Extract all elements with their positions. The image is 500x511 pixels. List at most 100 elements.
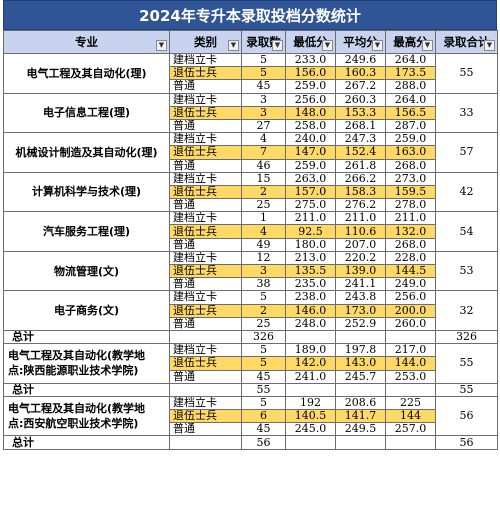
major-cell[interactable]: 电气工程及其自动化(教学地 点:西安航空职业技术学院) [3,395,170,437]
min-score-cell[interactable]: 157.0 [285,184,336,200]
max-score-cell[interactable]: 132.0 [385,224,436,239]
avg-score-cell[interactable]: 267.2 [335,79,386,94]
filter-dropdown-icon[interactable]: ▼ [372,40,383,51]
filter-dropdown-icon[interactable]: ▼ [272,40,283,51]
header-category[interactable]: 类别 ▼ [169,30,242,54]
filter-dropdown-icon[interactable]: ▼ [484,40,495,51]
max-score-cell[interactable]: 163.0 [385,145,436,160]
category-cell[interactable]: 普通 [169,79,242,94]
min-score-cell[interactable]: 241.0 [285,369,336,384]
count-cell[interactable]: 27 [241,118,286,134]
empty-cell[interactable] [285,435,336,450]
category-cell[interactable]: 普通 [169,316,242,331]
category-cell[interactable]: 退伍士兵 [169,356,242,371]
max-score-cell[interactable]: 200.0 [385,303,436,318]
category-cell[interactable]: 普通 [169,118,242,134]
avg-score-cell[interactable]: 160.3 [335,66,386,81]
category-cell[interactable]: 普通 [169,198,242,213]
grand-total-cell[interactable]: 55 [435,382,498,397]
max-score-cell[interactable]: 211.0 [385,211,436,226]
category-cell[interactable]: 建档立卡 [169,343,242,358]
header-count[interactable]: 录取数 ▼ [241,30,286,54]
max-score-cell[interactable]: 256.0 [385,290,436,305]
empty-cell[interactable] [385,435,436,450]
min-score-cell[interactable]: 259.0 [285,158,336,173]
category-cell[interactable]: 建档立卡 [169,250,242,266]
count-cell[interactable]: 49 [241,237,286,252]
category-cell[interactable]: 建档立卡 [169,211,242,226]
count-cell[interactable]: 5 [241,395,286,411]
empty-cell[interactable] [385,382,436,397]
empty-cell[interactable] [335,329,386,345]
count-cell[interactable]: 3 [241,92,286,107]
min-score-cell[interactable]: 233.0 [285,52,336,68]
avg-score-cell[interactable]: 276.2 [335,198,386,213]
total-label-cell[interactable]: 总计 [3,435,170,450]
avg-score-cell[interactable]: 152.4 [335,145,386,160]
count-cell[interactable]: 4 [241,132,286,147]
major-cell[interactable]: 电子信息工程(理) [3,92,170,134]
empty-cell[interactable] [285,329,336,345]
total-count-cell[interactable]: 326 [241,329,286,345]
total-cell[interactable]: 57 [435,132,498,173]
category-cell[interactable]: 建档立卡 [169,171,242,186]
avg-score-cell[interactable]: 173.0 [335,303,386,318]
count-cell[interactable]: 46 [241,158,286,173]
min-score-cell[interactable]: 258.0 [285,118,336,134]
avg-score-cell[interactable]: 220.2 [335,250,386,266]
max-score-cell[interactable]: 287.0 [385,118,436,134]
max-score-cell[interactable]: 249.0 [385,277,436,292]
min-score-cell[interactable]: 275.0 [285,198,336,213]
header-min[interactable]: 最低分 ▼ [285,30,336,54]
major-cell[interactable]: 物流管理(文) [3,250,170,292]
count-cell[interactable]: 3 [241,263,286,279]
min-score-cell[interactable]: 92.5 [285,224,336,239]
major-cell[interactable]: 汽车服务工程(理) [3,211,170,252]
count-cell[interactable]: 45 [241,369,286,384]
min-score-cell[interactable]: 238.0 [285,290,336,305]
category-cell[interactable]: 退伍士兵 [169,263,242,279]
category-cell[interactable]: 退伍士兵 [169,303,242,318]
max-score-cell[interactable]: 253.0 [385,369,436,384]
avg-score-cell[interactable]: 266.2 [335,171,386,186]
category-cell[interactable]: 建档立卡 [169,395,242,411]
max-score-cell[interactable]: 259.0 [385,132,436,147]
count-cell[interactable]: 5 [241,290,286,305]
total-label-cell[interactable]: 总计 [3,329,170,345]
max-score-cell[interactable]: 264.0 [385,92,436,107]
count-cell[interactable]: 45 [241,79,286,94]
count-cell[interactable]: 6 [241,409,286,424]
total-count-cell[interactable]: 56 [241,435,286,450]
min-score-cell[interactable]: 240.0 [285,132,336,147]
total-cell[interactable]: 54 [435,211,498,252]
category-cell[interactable]: 退伍士兵 [169,184,242,200]
count-cell[interactable]: 7 [241,145,286,160]
max-score-cell[interactable]: 156.5 [385,105,436,120]
major-cell[interactable]: 机械设计制造及其自动化(理) [3,132,170,173]
avg-score-cell[interactable]: 260.3 [335,92,386,107]
category-cell[interactable]: 退伍士兵 [169,105,242,120]
total-cell[interactable]: 53 [435,250,498,292]
category-cell[interactable]: 建档立卡 [169,52,242,68]
avg-score-cell[interactable]: 268.1 [335,118,386,134]
category-cell[interactable]: 建档立卡 [169,132,242,147]
filter-dropdown-icon[interactable]: ▼ [322,40,333,51]
filter-dropdown-icon[interactable]: ▼ [156,40,167,51]
filter-dropdown-icon[interactable]: ▼ [422,40,433,51]
min-score-cell[interactable]: 245.0 [285,422,336,437]
count-cell[interactable]: 25 [241,316,286,331]
min-score-cell[interactable]: 259.0 [285,79,336,94]
min-score-cell[interactable]: 189.0 [285,343,336,358]
min-score-cell[interactable]: 142.0 [285,356,336,371]
category-cell[interactable]: 建档立卡 [169,290,242,305]
max-score-cell[interactable]: 144.5 [385,263,436,279]
avg-score-cell[interactable]: 141.7 [335,409,386,424]
total-cell[interactable]: 56 [435,395,498,437]
category-cell[interactable]: 退伍士兵 [169,66,242,81]
avg-score-cell[interactable]: 143.0 [335,356,386,371]
max-score-cell[interactable]: 268.0 [385,158,436,173]
min-score-cell[interactable]: 213.0 [285,250,336,266]
category-cell[interactable]: 退伍士兵 [169,145,242,160]
count-cell[interactable]: 2 [241,184,286,200]
count-cell[interactable]: 4 [241,224,286,239]
